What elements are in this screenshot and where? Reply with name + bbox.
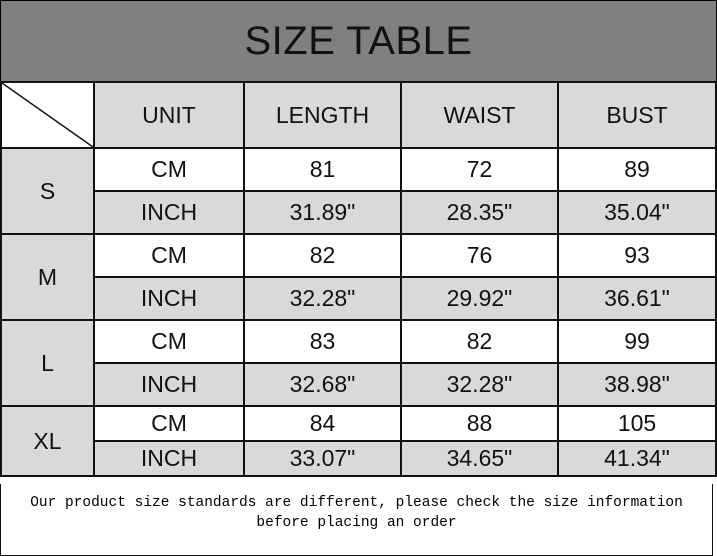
waist-cell: 82 (400, 319, 559, 364)
bust-cell: 105 (557, 405, 717, 442)
unit-cell: INCH (93, 440, 245, 477)
size-label: S (0, 147, 95, 235)
size-label: XL (0, 405, 95, 477)
header-length: LENGTH (243, 81, 402, 149)
size-label: M (0, 233, 95, 321)
waist-cell: 88 (400, 405, 559, 442)
bust-cell: 35.04" (557, 190, 717, 235)
table-row: INCH 32.28" 29.92" 36.61" (1, 276, 717, 321)
unit-cell: CM (93, 233, 245, 278)
unit-cell: INCH (93, 190, 245, 235)
table-row: L CM 83 82 99 (0, 319, 717, 407)
unit-cell: CM (93, 405, 245, 442)
length-cell: 82 (243, 233, 402, 278)
length-cell: 81 (243, 147, 402, 192)
corner-cell (0, 81, 95, 149)
diagonal-line (2, 83, 93, 147)
table-row: S CM 81 72 89 (0, 147, 717, 235)
size-note: Our product size standards are different… (0, 484, 713, 556)
length-cell: 83 (243, 319, 402, 364)
waist-cell: 28.35" (400, 190, 559, 235)
bust-cell: 41.34" (557, 440, 717, 477)
length-cell: 33.07" (243, 440, 402, 477)
unit-cell: INCH (93, 276, 245, 321)
table-row: INCH 32.68" 32.28" 38.98" (1, 362, 717, 407)
length-cell: 31.89" (243, 190, 402, 235)
table-row: INCH 33.07" 34.65" 41.34" (1, 440, 717, 477)
table-row: INCH 31.89" 28.35" 35.04" (1, 190, 717, 235)
bust-cell: 93 (557, 233, 717, 278)
unit-cell: CM (93, 147, 245, 192)
size-label: L (0, 319, 95, 407)
length-cell: 32.28" (243, 276, 402, 321)
bust-cell: 99 (557, 319, 717, 364)
unit-cell: CM (93, 319, 245, 364)
unit-cell: INCH (93, 362, 245, 407)
waist-cell: 32.28" (400, 362, 559, 407)
length-cell: 84 (243, 405, 402, 442)
waist-cell: 72 (400, 147, 559, 192)
table-row: M CM 82 76 93 (0, 233, 717, 321)
bust-cell: 38.98" (557, 362, 717, 407)
waist-cell: 76 (400, 233, 559, 278)
bust-cell: 36.61" (557, 276, 717, 321)
header-bust: BUST (557, 81, 717, 149)
length-cell: 32.68" (243, 362, 402, 407)
table-row: XL CM 84 88 105 (0, 405, 717, 477)
waist-cell: 29.92" (400, 276, 559, 321)
waist-cell: 34.65" (400, 440, 559, 477)
size-table: UNIT LENGTH WAIST BUST S CM 81 72 89 INCH 31.8… (0, 81, 717, 477)
header-row: UNIT LENGTH WAIST BUST (0, 81, 717, 149)
bust-cell: 89 (557, 147, 717, 192)
header-unit: UNIT (93, 81, 245, 149)
header-waist: WAIST (400, 81, 559, 149)
table-title: SIZE TABLE (0, 0, 717, 81)
